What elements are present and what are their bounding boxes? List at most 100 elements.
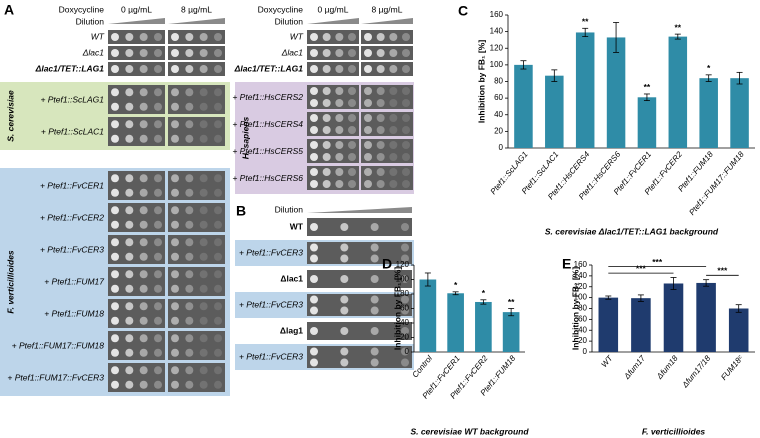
yeast-spot	[348, 141, 356, 149]
yeast-spot	[370, 275, 379, 283]
y-tick-label: 100	[490, 60, 504, 69]
yeast-spot	[199, 188, 208, 197]
bar	[696, 282, 716, 352]
yeast-spot	[199, 238, 208, 247]
yeast-spot	[154, 270, 162, 279]
yeast-spot	[310, 254, 318, 263]
yeast-spot	[171, 120, 179, 129]
yeast-spot	[340, 223, 349, 231]
y-tick-label: 120	[574, 282, 588, 291]
yeast-spot	[185, 220, 194, 229]
yeast-spot	[185, 49, 194, 57]
yeast-spot	[389, 168, 398, 176]
yeast-spot	[185, 380, 194, 389]
yeast-spot	[199, 33, 208, 41]
yeast-spot	[139, 134, 148, 143]
yeast-spot	[310, 223, 318, 231]
y-tick-label: 60	[494, 93, 503, 102]
bar	[575, 32, 595, 148]
yeast-spot	[171, 134, 179, 143]
yeast-spot	[171, 284, 179, 293]
yeast-spot	[340, 327, 349, 335]
yeast-spot	[125, 366, 134, 375]
yeast-spot	[402, 65, 410, 73]
yeast-spot	[171, 366, 179, 375]
yeast-spot	[214, 302, 222, 311]
yeast-spot	[111, 238, 119, 247]
yeast-spot	[185, 174, 194, 183]
dose-label: 8 µg/mL	[181, 4, 212, 14]
dilution-wedge	[307, 207, 412, 213]
yeast-spot	[139, 174, 148, 183]
yeast-spot	[364, 65, 372, 73]
yeast-spot	[310, 295, 318, 304]
yeast-spot	[199, 174, 208, 183]
yeast-spot	[199, 206, 208, 215]
yeast-spot	[185, 65, 194, 73]
yeast-spot	[171, 270, 179, 279]
plate-image	[168, 46, 225, 60]
dilution-wedge	[307, 18, 359, 24]
yeast-spot	[171, 220, 179, 229]
strain-label: Δlag1	[280, 325, 303, 335]
yeast-spot	[171, 302, 179, 311]
yeast-spot	[340, 254, 349, 263]
yeast-spot	[401, 254, 409, 263]
yeast-spot	[111, 65, 119, 73]
y-tick-label: 0	[583, 347, 588, 356]
significance-label: *	[482, 288, 486, 298]
yeast-spot	[154, 334, 162, 343]
y-tick-label: 20	[400, 333, 409, 342]
yeast-spot	[214, 88, 222, 97]
yeast-spot	[401, 275, 409, 283]
x-tick-label: Ptef1::FUM17::FUM18	[687, 149, 746, 217]
yeast-spot	[171, 188, 179, 197]
strain-label: WT	[290, 31, 304, 41]
x-tick-label: FUM18ᶜ	[719, 354, 745, 382]
yeast-spot	[139, 33, 148, 41]
yeast-spot	[154, 348, 162, 357]
yeast-spot	[171, 238, 179, 247]
bar	[606, 37, 626, 148]
yeast-spot	[185, 188, 194, 197]
yeast-spot	[185, 302, 194, 311]
panel-label: C	[458, 3, 468, 19]
yeast-spot	[139, 316, 148, 325]
yeast-spot	[154, 120, 162, 129]
yeast-spot	[171, 316, 179, 325]
construct-label: + Ptef1::FUM18	[44, 308, 104, 318]
yeast-spot	[125, 120, 134, 129]
dilution-wedge	[168, 18, 225, 24]
yeast-spot	[364, 126, 372, 134]
yeast-spot	[310, 99, 318, 107]
yeast-spot	[214, 238, 222, 247]
yeast-spot	[139, 380, 148, 389]
yeast-spot	[389, 126, 398, 134]
plate-image	[361, 62, 413, 76]
yeast-spot	[139, 348, 148, 357]
yeast-spot	[402, 33, 410, 41]
yeast-spot	[322, 168, 331, 176]
yeast-spot	[111, 88, 119, 97]
yeast-spot	[139, 88, 148, 97]
plate-image	[307, 46, 359, 60]
yeast-spot	[111, 220, 119, 229]
yeast-spot	[389, 33, 398, 41]
yeast-spot	[111, 334, 119, 343]
construct-label: + Ptef1::FvCER3	[239, 299, 303, 309]
y-tick-label: 80	[578, 304, 587, 313]
yeast-spot	[310, 49, 318, 57]
panel-label: D	[382, 256, 392, 272]
yeast-spot	[154, 206, 162, 215]
yeast-spot	[199, 348, 208, 357]
yeast-spot	[171, 380, 179, 389]
yeast-spot	[199, 366, 208, 375]
yeast-spot	[364, 87, 372, 95]
yeast-spot	[125, 88, 134, 97]
panel-label: A	[4, 2, 14, 18]
bar	[668, 36, 688, 148]
bar	[699, 78, 718, 148]
yeast-spot	[322, 114, 331, 122]
yeast-spot	[199, 134, 208, 143]
yeast-spot	[335, 99, 344, 107]
